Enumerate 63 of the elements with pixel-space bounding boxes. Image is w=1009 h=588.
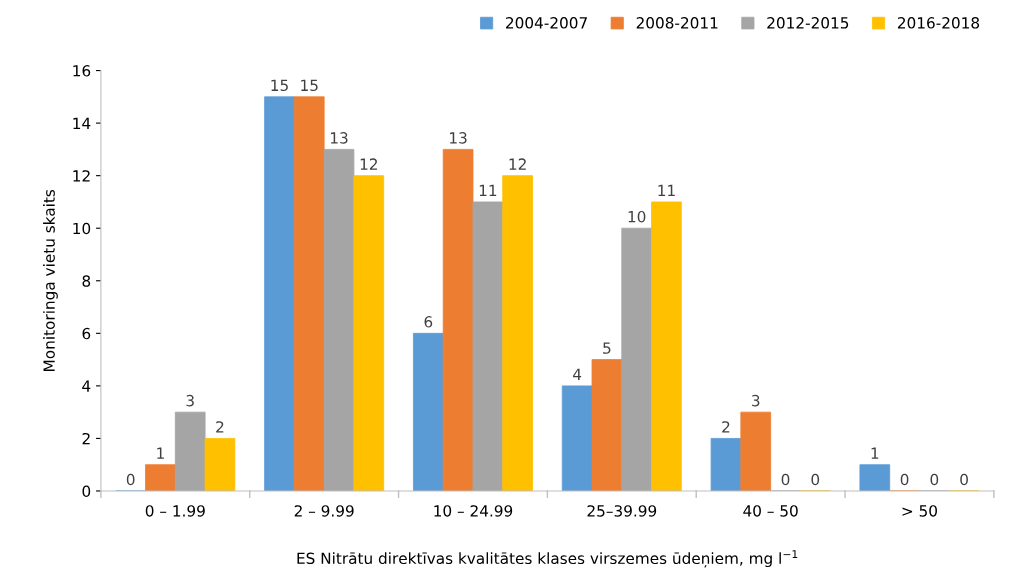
x-tick-label: 10 – 24.99 bbox=[434, 505, 513, 517]
data-label: 15 bbox=[271, 79, 288, 92]
x-tick-label: 40 – 50 bbox=[743, 505, 798, 517]
data-label: 3 bbox=[752, 394, 760, 407]
bar bbox=[502, 175, 533, 491]
bar bbox=[442, 148, 474, 491]
data-label: 0 bbox=[900, 473, 909, 486]
data-label: 0 bbox=[781, 473, 790, 486]
y-tick-label: 8 bbox=[82, 275, 91, 287]
y-tick-label: 0 bbox=[82, 485, 91, 497]
data-label: 0 bbox=[126, 473, 135, 486]
bar bbox=[651, 201, 682, 491]
data-label: 11 bbox=[658, 184, 675, 196]
x-tick-label: 0 – 1.99 bbox=[145, 505, 205, 517]
data-label: 0 bbox=[960, 473, 968, 486]
data-label: 12 bbox=[509, 158, 526, 170]
bar bbox=[353, 175, 385, 491]
bar bbox=[323, 148, 355, 491]
y-tick-label: 10 bbox=[73, 222, 91, 235]
y-tick-label: 4 bbox=[82, 380, 91, 392]
data-label: 0 bbox=[930, 473, 939, 486]
y-tick-label: 16 bbox=[73, 65, 91, 77]
legend-label: 2008-2011 bbox=[636, 17, 718, 29]
y-tick-label: 6 bbox=[82, 327, 91, 340]
y-tick-label: 2 bbox=[82, 432, 90, 445]
data-label: 2 bbox=[216, 421, 224, 433]
data-label: 11 bbox=[479, 184, 497, 196]
bar bbox=[561, 385, 593, 491]
legend-label: 2004-2007 bbox=[506, 17, 587, 29]
bar bbox=[740, 411, 772, 491]
bar bbox=[293, 96, 325, 491]
bar bbox=[591, 359, 623, 491]
data-label: 4 bbox=[573, 368, 582, 380]
data-label: 12 bbox=[360, 158, 377, 170]
bar bbox=[472, 201, 504, 491]
y-tick-label: 12 bbox=[73, 170, 90, 182]
x-tick-label: > 50 bbox=[902, 505, 937, 517]
data-label: 13 bbox=[330, 132, 348, 144]
data-label: 2 bbox=[722, 421, 730, 433]
data-label: 15 bbox=[301, 79, 318, 92]
bar bbox=[859, 464, 891, 491]
bar bbox=[264, 96, 295, 491]
data-label: 13 bbox=[450, 132, 467, 144]
data-label: 1 bbox=[871, 447, 879, 459]
data-label: 1 bbox=[157, 447, 164, 459]
data-label: 6 bbox=[424, 316, 433, 328]
data-label: 0 bbox=[811, 473, 820, 486]
y-tick-label: 14 bbox=[73, 117, 91, 129]
bar bbox=[621, 227, 652, 491]
x-axis-title: ES Nitrātu direktīvas kvalitātes klases virszemes ūdeņiem, mg l$^{−1}$ bbox=[297, 550, 798, 568]
bar bbox=[145, 464, 176, 491]
data-label: 5 bbox=[603, 342, 611, 354]
y-axis-title: Monitoringa vietu skaits bbox=[43, 189, 58, 371]
legend-label: 2012-2015 bbox=[767, 17, 849, 29]
data-label: 10 bbox=[628, 210, 646, 223]
bar bbox=[204, 438, 236, 491]
data-label: 3 bbox=[186, 394, 194, 407]
legend-label: 2016-2018 bbox=[897, 17, 980, 29]
x-tick-label: 25–39.99 bbox=[587, 505, 657, 517]
bar bbox=[710, 438, 742, 491]
x-tick-label: 2 – 9.99 bbox=[294, 505, 354, 517]
bar bbox=[413, 332, 444, 491]
bar bbox=[174, 411, 206, 491]
